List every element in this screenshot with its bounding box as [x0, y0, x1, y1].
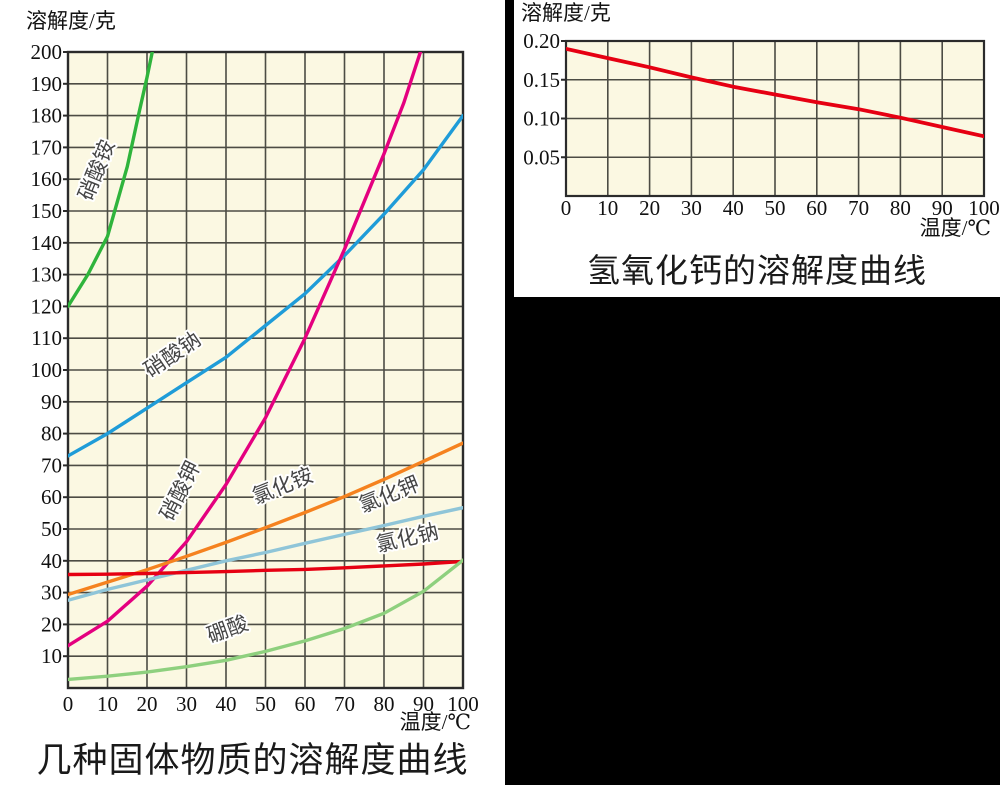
y-tick-label: 0.05	[523, 145, 560, 169]
y-tick-label: 90	[41, 390, 62, 414]
curve-ammonium-nitrate	[68, 52, 155, 309]
y-tick-label: 80	[41, 422, 62, 446]
right-chart-title: 氢氧化钙的溶解度曲线	[587, 253, 927, 290]
curves-group	[566, 46, 984, 139]
left-chart-panel: 10 20 30 40 50 60 70 80 90 100 110 120 130 140 150 160 1…	[0, 0, 505, 785]
y-tick-label: 180	[31, 104, 63, 128]
x-tick-label: 80	[890, 196, 911, 220]
curve-calcium-hydroxide	[566, 46, 984, 139]
curve-sodium-nitrate	[68, 113, 463, 458]
x-axis-title: 温度/℃	[400, 710, 471, 732]
x-tick-label: 90	[413, 692, 434, 716]
y-tick-label: 30	[41, 581, 62, 605]
y-tick-label: 110	[31, 326, 62, 350]
curve-sodium-chloride	[68, 559, 463, 577]
x-tick-label: 60	[295, 692, 316, 716]
x-tick-label: 50	[765, 196, 786, 220]
y-tick-label: 10	[41, 644, 62, 668]
x-tick-label: 10	[97, 692, 118, 716]
y-tick-label: 120	[31, 294, 63, 318]
plot-border	[66, 50, 465, 690]
y-tick-label: 0.10	[523, 107, 560, 131]
y-tick-label: 0.15	[523, 68, 560, 92]
plot-border	[564, 39, 986, 198]
x-tick-label: 20	[137, 692, 158, 716]
x-tick-label: 90	[932, 196, 953, 220]
y-axis-title: 溶解度/克	[26, 9, 116, 33]
x-tick-label: 70	[848, 196, 869, 220]
y-tick-label: 20	[41, 612, 62, 636]
y-tick-label: 0.20	[523, 29, 560, 53]
x-tick-label: 10	[597, 196, 618, 220]
y-tick-label: 160	[31, 167, 63, 191]
x-tick-label: 0	[63, 692, 74, 716]
y-tick-label: 70	[41, 453, 62, 477]
x-tick-label: 40	[723, 196, 744, 220]
y-tick-label: 190	[31, 72, 63, 96]
curve-potassium-nitrate	[68, 52, 423, 648]
y-tick-label: 150	[31, 199, 63, 223]
x-tick-label: 40	[216, 692, 237, 716]
x-tick-label: 100	[447, 692, 479, 716]
x-tick-label: 80	[374, 692, 395, 716]
x-tick-label: 0	[561, 196, 572, 220]
x-axis-title: 温度/℃	[920, 216, 991, 240]
x-tick-label: 30	[681, 196, 702, 220]
left-chart: 1020304050607080901001101201301401501601…	[26, 9, 479, 732]
y-tick-label: 60	[41, 485, 62, 509]
x-tick-label: 50	[255, 692, 276, 716]
right-chart-panel: 0.05 0.10 0.15 0.20 0 10 20 30 40 50 60 70 80 90 100 溶解…	[514, 0, 1000, 297]
left-chart-title: 几种固体物质的溶解度曲线	[36, 741, 469, 780]
y-tick-label: 140	[31, 231, 63, 255]
y-tick-label: 200	[31, 40, 63, 64]
x-tick-label: 30	[176, 692, 197, 716]
right-chart: 0.05 0.10 0.15 0.20 0 10 20 30 40 50 60 70 80 90 100 溶解…	[521, 1, 1000, 240]
curve-boric-acid	[68, 558, 463, 682]
y-axis-title: 溶解度/克	[521, 1, 611, 25]
y-tick-label: 130	[31, 263, 63, 287]
y-tick-label: 40	[41, 549, 62, 573]
curves-group	[68, 52, 463, 682]
curve-potassium-chloride	[68, 506, 463, 602]
y-tick-label: 100	[31, 358, 63, 382]
x-tick-label: 60	[806, 196, 827, 220]
x-tick-label: 100	[968, 196, 1000, 220]
x-tick-label: 70	[334, 692, 355, 716]
y-tick-label: 170	[31, 135, 63, 159]
y-tick-label: 50	[41, 517, 62, 541]
x-tick-label: 20	[639, 196, 660, 220]
